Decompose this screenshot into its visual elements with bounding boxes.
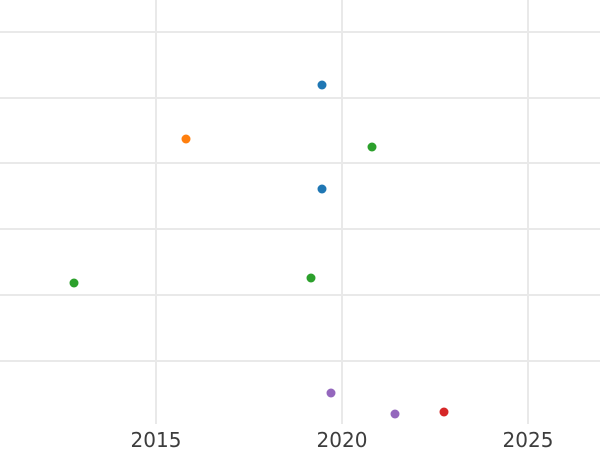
data-point-blue-0 — [317, 80, 327, 90]
data-point-green-1 — [306, 273, 316, 283]
gridline-horizontal — [0, 294, 600, 296]
gridline-vertical — [527, 0, 529, 424]
x-tick-label-2015: 2015 — [130, 428, 182, 450]
data-point-orange-0 — [181, 134, 191, 144]
gridline-vertical — [155, 0, 157, 424]
data-point-green-0 — [69, 278, 79, 288]
gridline-horizontal — [0, 162, 600, 164]
gridline-horizontal — [0, 31, 600, 33]
data-point-blue-1 — [317, 184, 327, 194]
gridline-vertical — [341, 0, 343, 424]
data-point-green-2 — [367, 142, 377, 152]
gridline-horizontal — [0, 360, 600, 362]
data-point-purple-0 — [326, 388, 336, 398]
data-point-purple-1 — [390, 409, 400, 419]
data-point-red-0 — [439, 407, 449, 417]
x-tick-label-2020: 2020 — [316, 428, 368, 450]
gridline-horizontal — [0, 228, 600, 230]
x-tick-label-2025: 2025 — [502, 428, 554, 450]
gridline-horizontal — [0, 97, 600, 99]
